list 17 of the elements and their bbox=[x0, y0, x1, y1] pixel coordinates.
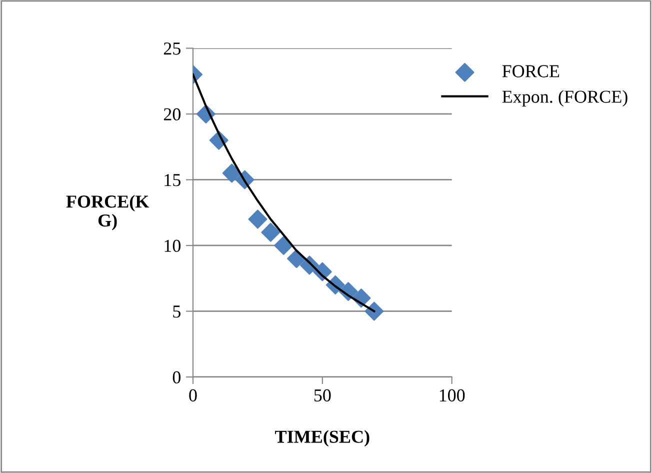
point bbox=[222, 164, 242, 183]
x-tick-label: 50 bbox=[314, 389, 331, 402]
y-tick-label: 20 bbox=[164, 108, 180, 120]
point bbox=[261, 222, 280, 242]
x-tick-label: 0 bbox=[189, 389, 197, 402]
point bbox=[248, 210, 268, 229]
legend-label: FORCE bbox=[502, 65, 560, 78]
y-tick-label: 5 bbox=[173, 306, 180, 318]
x-axis-title: TIME(SEC) bbox=[275, 430, 370, 447]
y-tick-label: 25 bbox=[164, 42, 180, 55]
y-tick-label: 0 bbox=[172, 371, 180, 384]
y-tick-label: 10 bbox=[164, 240, 180, 252]
y-tick-label: 15 bbox=[164, 174, 180, 186]
point bbox=[274, 236, 294, 255]
legend-label: Expon. (FORCE) bbox=[502, 90, 628, 106]
y-axis-title: FORCE(K G) bbox=[66, 194, 150, 230]
x-tick-label: 100 bbox=[440, 389, 465, 402]
